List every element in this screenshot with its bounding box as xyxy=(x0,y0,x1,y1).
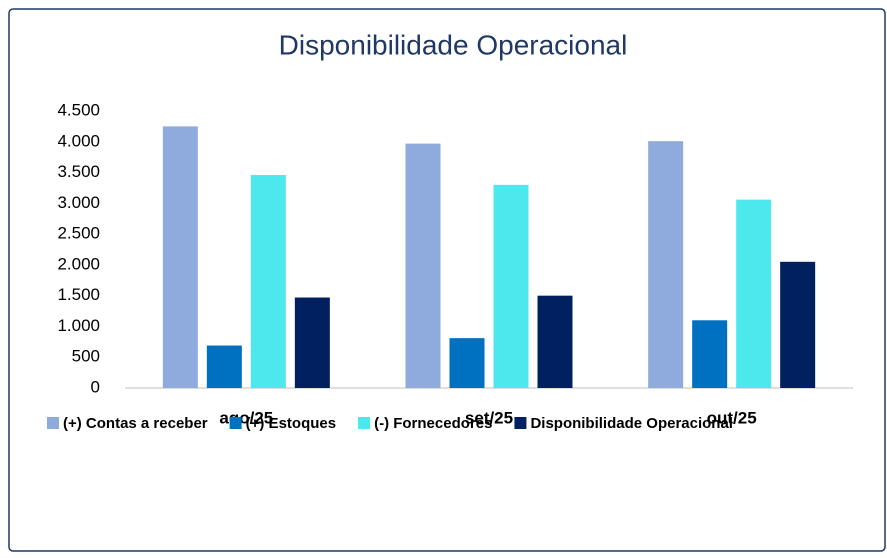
legend-swatch xyxy=(229,417,242,429)
legend-label: (+) Contas a receber xyxy=(63,415,208,432)
bar xyxy=(250,175,286,388)
y-tick-label: 2.500 xyxy=(57,224,100,243)
bar xyxy=(537,295,573,388)
chart-title: Disponibilidade Operacional xyxy=(279,29,628,60)
bar xyxy=(736,199,772,388)
y-tick-label: 4.000 xyxy=(57,131,100,150)
y-tick-label: 2.000 xyxy=(57,254,100,273)
y-tick-label: 1.500 xyxy=(57,285,100,304)
bar xyxy=(405,143,441,388)
legend-label: (-) Fornecedores xyxy=(374,415,492,432)
y-tick-label: 1.000 xyxy=(57,316,100,335)
legend-swatch xyxy=(514,417,527,429)
legend-label: Disponibilidade Operacional xyxy=(530,415,733,432)
bar xyxy=(648,141,684,388)
bar xyxy=(162,126,198,388)
legend-swatch xyxy=(358,417,371,429)
bar xyxy=(294,297,330,388)
y-tick-label: 3.500 xyxy=(57,162,100,181)
bar xyxy=(692,320,728,388)
legend-label: (+) Estoques xyxy=(246,415,336,432)
x-tick-label: out/25 xyxy=(707,408,757,427)
legend-swatch xyxy=(47,417,59,429)
y-tick-label: 4.500 xyxy=(57,100,100,119)
y-tick-label: 500 xyxy=(72,347,100,366)
y-tick-label: 0 xyxy=(91,377,100,396)
bar xyxy=(206,345,242,388)
bar xyxy=(449,338,485,388)
y-tick-label: 3.000 xyxy=(57,193,100,212)
bar xyxy=(493,184,529,388)
bar xyxy=(780,261,816,388)
x-tick-label: set/25 xyxy=(465,408,513,427)
